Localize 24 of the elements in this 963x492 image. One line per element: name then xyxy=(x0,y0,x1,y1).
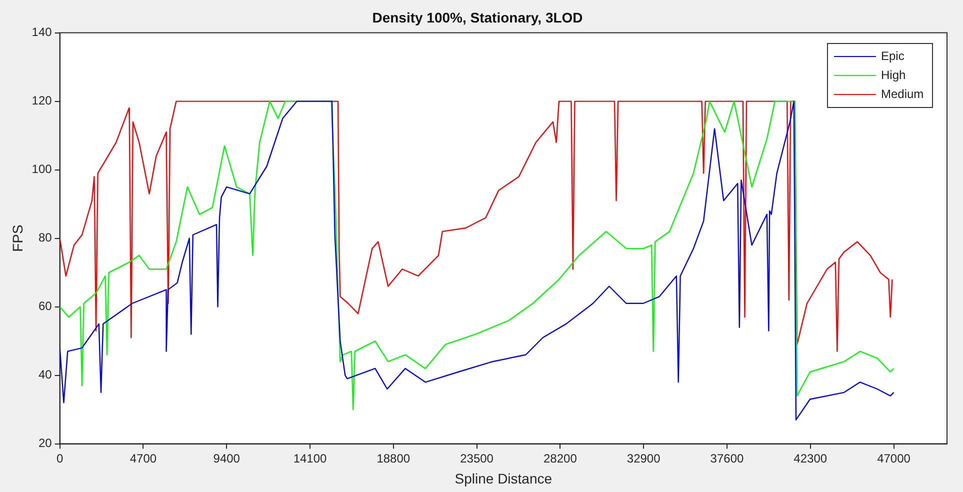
legend-label: Medium xyxy=(881,86,924,103)
x-tick-label: 37600 xyxy=(710,451,744,466)
legend-label: Epic xyxy=(881,48,904,65)
y-tick-label: 140 xyxy=(32,25,52,40)
x-tick-label: 32900 xyxy=(626,451,661,466)
y-axis-title: FPS xyxy=(9,224,26,252)
x-tick-label: 42300 xyxy=(794,451,828,466)
x-tick-label: 0 xyxy=(56,451,64,466)
x-tick-label: 14100 xyxy=(293,451,328,466)
x-tick-label: 18800 xyxy=(376,451,410,466)
y-tick-label: 100 xyxy=(32,162,52,176)
x-tick-label: 47000 xyxy=(877,451,911,466)
x-axis-title: Spline Distance xyxy=(454,470,552,486)
legend-label: High xyxy=(881,66,906,84)
y-tick-label: 60 xyxy=(38,299,52,314)
y-tick-label: 40 xyxy=(38,368,52,382)
chart-title: Density 100%, Stationary, 3LOD xyxy=(372,9,583,26)
y-tick-label: 80 xyxy=(38,230,52,245)
x-tick-label: 28200 xyxy=(544,451,578,466)
x-tick-label: 23500 xyxy=(460,451,494,466)
y-tick-label: 20 xyxy=(38,436,52,450)
y-tick-label: 120 xyxy=(32,94,52,108)
x-tick-label: 9400 xyxy=(213,451,240,466)
x-tick-label: 4700 xyxy=(130,451,157,466)
